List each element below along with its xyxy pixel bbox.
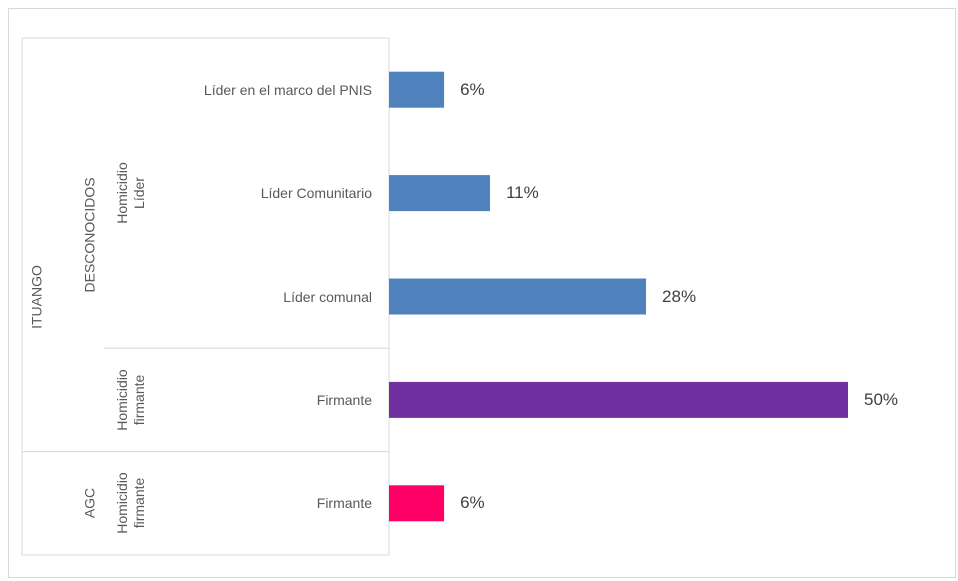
category-label: Líder en el marco del PNIS [203, 81, 372, 98]
category-label: Firmante [316, 495, 372, 512]
bar [389, 485, 445, 522]
data-label: 50% [864, 389, 899, 409]
bar [389, 175, 490, 212]
data-label: 6% [460, 493, 485, 513]
group-label: Homicidio firmante [114, 472, 147, 535]
group-label: AGC [81, 488, 98, 519]
category-label: Firmante [316, 391, 372, 408]
category-label: Líder Comunitario [260, 185, 372, 202]
data-label: 11% [505, 183, 539, 203]
data-label: 6% [460, 79, 485, 99]
group-label: Homicidio firmante [114, 369, 147, 431]
group-label: ITUANGO [28, 264, 45, 329]
group-label: Homicidio Líder [114, 162, 147, 224]
bar [389, 278, 647, 315]
bar [389, 381, 848, 418]
data-label: 28% [662, 286, 697, 306]
chart-frame [8, 8, 956, 578]
category-label: Líder comunal [283, 288, 372, 305]
group-label: DESCONOCIDOS [81, 177, 98, 293]
bar [389, 71, 445, 108]
